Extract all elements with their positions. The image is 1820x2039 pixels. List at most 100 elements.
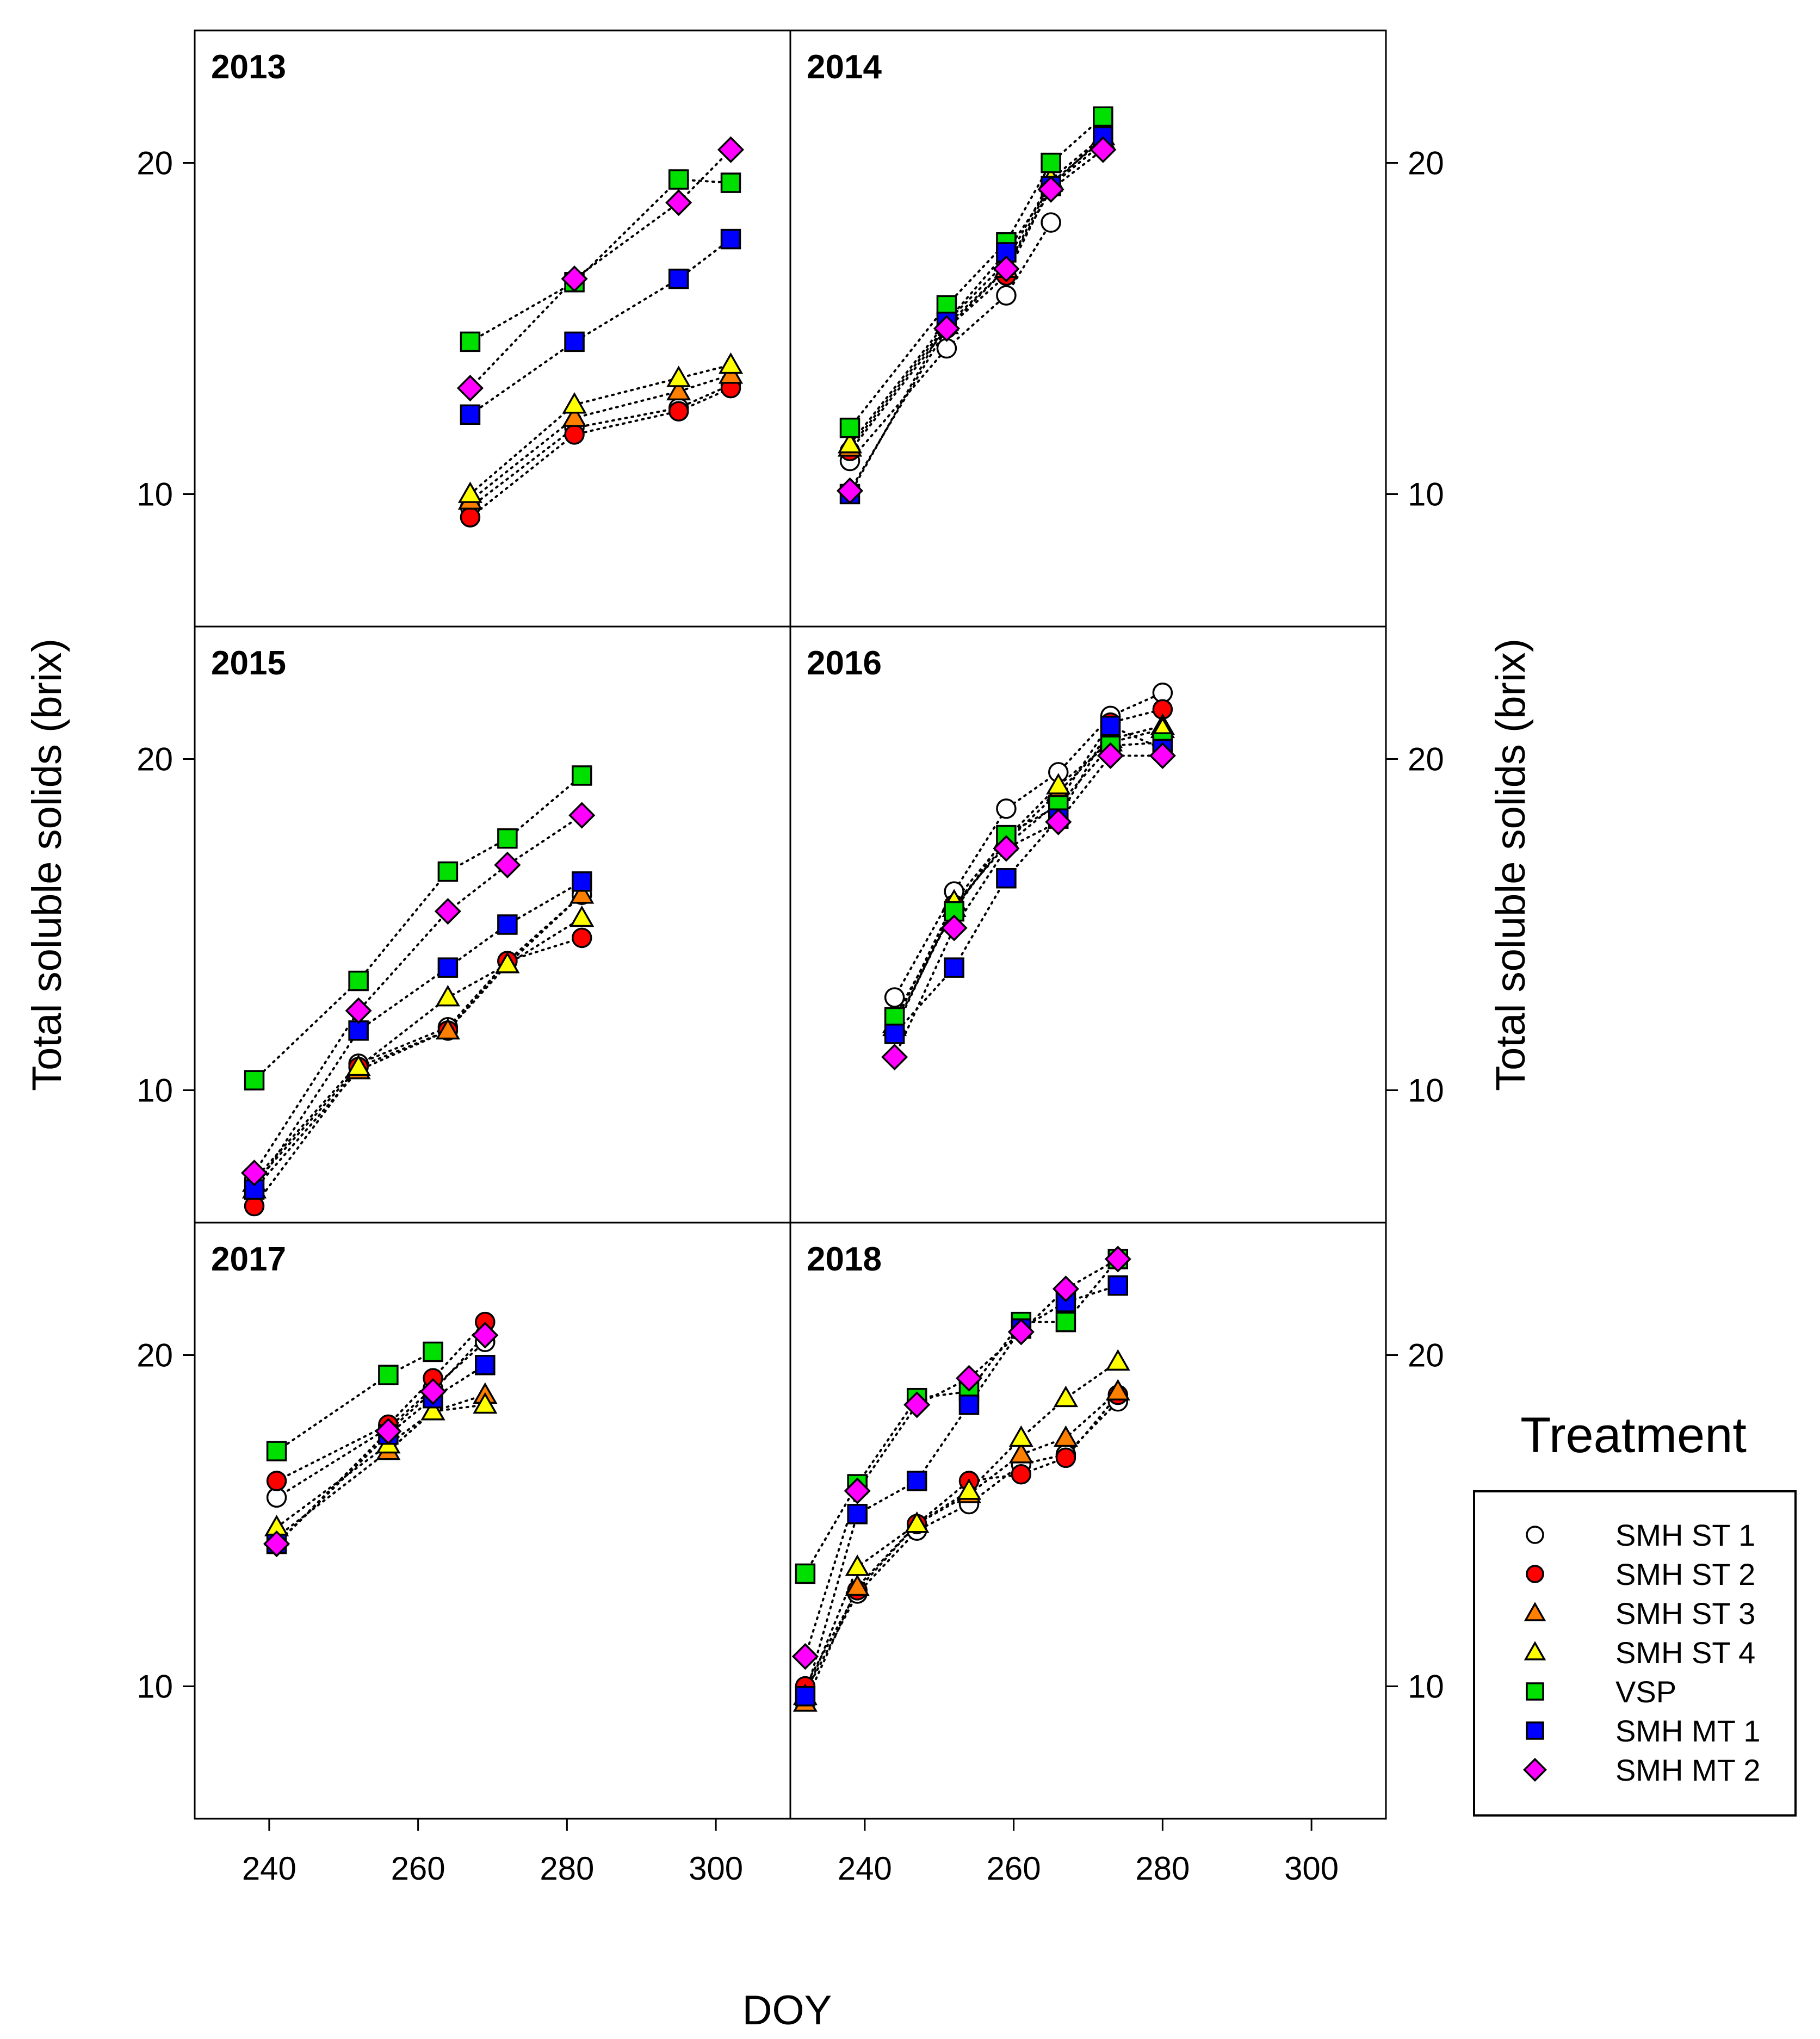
data-point-smh-mt-1	[437, 957, 459, 978]
data-point-smh-st-2	[1055, 1447, 1076, 1468]
data-point-smh-mt-2	[955, 1365, 983, 1392]
data-point-smh-mt-2	[665, 189, 692, 216]
trend-line-smh-st-1	[849, 221, 1053, 462]
data-point-smh-st-3	[569, 882, 595, 904]
data-point-smh-mt-2	[494, 851, 521, 878]
trend-line-smh-mt-2	[469, 148, 732, 389]
trend-line-vsp	[253, 774, 583, 1082]
y-tick-label: 10	[1408, 476, 1444, 512]
data-point-vsp	[378, 1365, 399, 1385]
data-point-smh-st-4	[569, 905, 595, 927]
data-point-smh-st-2	[266, 1471, 287, 1491]
data-point-smh-st-4	[837, 432, 863, 454]
data-point-smh-mt-2	[844, 1477, 871, 1504]
trend-line-vsp	[275, 1350, 434, 1453]
data-point-smh-mt-2	[1052, 1275, 1080, 1303]
trend-line-smh-mt-1	[469, 238, 732, 416]
x-tick-label: 300	[689, 1850, 743, 1887]
data-point-vsp	[944, 901, 964, 922]
legend-item-smh-st-4: SMH ST 4	[1524, 1635, 1755, 1670]
data-point-vsp	[839, 417, 861, 438]
panel-year-label: 2016	[807, 644, 882, 682]
data-point-smh-mt-2	[561, 265, 588, 293]
legend-label: SMH ST 4	[1615, 1635, 1755, 1670]
data-point-vsp	[348, 970, 369, 991]
legend-marker-vsp	[1526, 1682, 1544, 1701]
y-tick-label: 10	[137, 476, 173, 512]
data-point-smh-mt-2	[375, 1418, 402, 1445]
data-point-smh-st-1	[936, 338, 957, 359]
data-point-vsp	[497, 828, 518, 849]
data-point-smh-mt-2	[263, 1530, 290, 1558]
data-point-smh-st-3	[1105, 1379, 1130, 1400]
data-point-smh-mt-1	[847, 1504, 868, 1524]
data-point-smh-st-4	[457, 481, 483, 503]
data-point-smh-st-3	[1053, 1425, 1079, 1447]
data-point-smh-mt-1	[958, 1395, 980, 1415]
data-point-vsp	[668, 169, 689, 190]
data-point-smh-mt-2	[791, 1643, 819, 1670]
trend-line-smh-st-1	[253, 894, 583, 1181]
data-point-smh-st-4	[905, 1511, 930, 1533]
trend-line-vsp	[469, 178, 732, 343]
panel-2016: 2016	[789, 625, 1387, 1224]
trend-line-smh-st-1	[469, 383, 732, 509]
data-point-smh-mt-2	[993, 835, 1020, 862]
data-point-smh-mt-2	[993, 255, 1020, 282]
data-point-smh-st-4	[1008, 1425, 1033, 1447]
data-point-smh-st-2	[564, 424, 585, 445]
data-point-vsp	[1055, 1311, 1076, 1333]
legend-item-smh-mt-1: SMH MT 1	[1526, 1714, 1761, 1748]
data-point-smh-mt-2	[345, 997, 372, 1024]
data-point-vsp	[572, 765, 592, 786]
data-point-smh-st-1	[884, 987, 905, 1008]
data-point-smh-st-3	[666, 379, 691, 401]
panel-2014: 2014	[789, 29, 1387, 628]
data-point-smh-st-4	[435, 984, 460, 1007]
legend-label: SMH MT 2	[1615, 1753, 1761, 1787]
data-point-smh-mt-1	[348, 1020, 369, 1041]
data-point-smh-mt-1	[564, 331, 585, 352]
panel-2015: 2015	[194, 625, 791, 1224]
data-point-smh-st-4	[473, 1392, 498, 1414]
data-point-smh-mt-2	[456, 375, 484, 402]
legend-label: SMH ST 2	[1615, 1557, 1755, 1591]
x-tick-label: 280	[1135, 1850, 1190, 1887]
data-point-smh-mt-1	[497, 914, 518, 935]
data-point-vsp	[460, 331, 481, 352]
data-point-smh-mt-2	[1007, 1318, 1035, 1346]
x-axis-title: DOY	[742, 1987, 832, 2034]
data-point-smh-mt-1	[460, 404, 481, 425]
data-point-smh-mt-2	[568, 802, 596, 829]
data-point-smh-st-4	[1046, 773, 1071, 795]
panel-year-label: 2013	[211, 48, 286, 86]
legend-box	[1473, 1490, 1797, 1817]
legend-marker-smh-st-4	[1524, 1641, 1546, 1660]
x-tick-label: 240	[242, 1850, 296, 1887]
legend-label: SMH MT 1	[1615, 1714, 1761, 1748]
y-tick-label: 20	[137, 741, 173, 778]
y-tick-label: 20	[137, 1337, 173, 1374]
panel-frame	[789, 1222, 1387, 1820]
legend-marker-smh-st-3	[1524, 1602, 1546, 1621]
data-point-smh-mt-2	[240, 1160, 268, 1187]
data-point-smh-mt-1	[720, 228, 741, 250]
legend-label: SMH ST 3	[1615, 1596, 1755, 1631]
data-point-smh-st-4	[845, 1554, 870, 1576]
trend-line-smh-st-3	[275, 1393, 486, 1539]
y-tick-label: 20	[137, 145, 173, 182]
data-point-smh-st-4	[495, 951, 520, 974]
trend-line-smh-mt-1	[275, 1364, 486, 1545]
data-point-vsp	[936, 295, 957, 316]
data-point-smh-mt-2	[1149, 742, 1176, 770]
data-point-smh-st-4	[420, 1398, 445, 1421]
data-point-smh-mt-1	[668, 268, 689, 289]
x-tick-label: 240	[838, 1850, 892, 1887]
legend-item-vsp: VSP	[1526, 1675, 1676, 1709]
data-point-smh-mt-1	[475, 1355, 496, 1375]
x-tick-label: 260	[987, 1850, 1041, 1887]
panel-2013: 2013	[194, 29, 791, 628]
data-point-smh-st-1	[996, 798, 1017, 819]
trend-line-smh-st-3	[469, 374, 732, 502]
